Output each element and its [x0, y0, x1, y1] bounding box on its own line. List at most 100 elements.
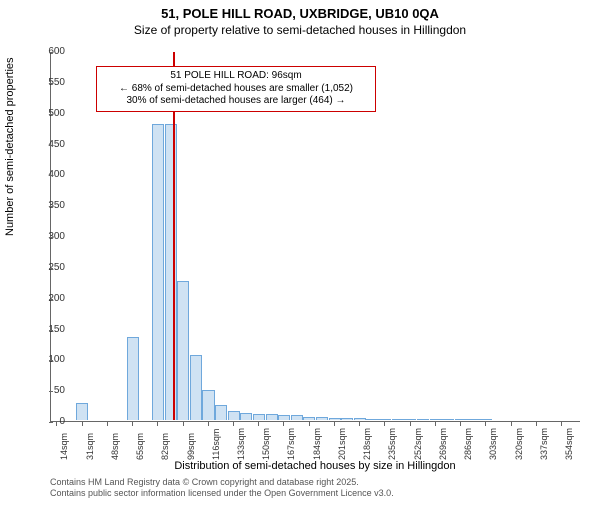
histogram-bar	[165, 124, 177, 420]
y-tick-mark	[49, 145, 53, 146]
chart-area: 51 POLE HILL ROAD: 96sqm← 68% of semi-de…	[50, 52, 580, 422]
x-tick-mark	[309, 422, 310, 426]
footer-line-1: Contains HM Land Registry data © Crown c…	[50, 477, 394, 488]
annotation-line-1: 51 POLE HILL ROAD: 96sqm	[103, 70, 369, 83]
x-axis-label: Distribution of semi-detached houses by …	[50, 460, 580, 472]
y-tick-mark	[49, 83, 53, 84]
x-tick-mark	[334, 422, 335, 426]
x-tick-label: 218sqm	[362, 428, 372, 460]
x-tick-mark	[359, 422, 360, 426]
y-tick-label: 550	[25, 77, 65, 88]
y-axis-label: Number of semi-detached properties	[4, 57, 16, 236]
y-tick-mark	[49, 299, 53, 300]
x-tick-label: 303sqm	[488, 428, 498, 460]
x-tick-label: 320sqm	[514, 428, 524, 460]
x-tick-mark	[132, 422, 133, 426]
x-tick-label: 99sqm	[186, 433, 196, 460]
histogram-bar	[215, 405, 227, 420]
histogram-bar	[379, 419, 391, 420]
histogram-bar	[366, 419, 378, 420]
x-tick-label: 337sqm	[539, 428, 549, 460]
annotation-line-2: ← 68% of semi-detached houses are smalle…	[103, 83, 369, 96]
footer-line-2: Contains public sector information licen…	[50, 488, 394, 499]
y-tick-mark	[49, 330, 53, 331]
histogram-bar	[291, 415, 303, 420]
y-tick-label: 100	[25, 354, 65, 365]
y-tick-mark	[49, 175, 53, 176]
x-tick-label: 150sqm	[261, 428, 271, 460]
x-tick-mark	[107, 422, 108, 426]
histogram-bar	[228, 411, 240, 420]
histogram-bar	[417, 419, 429, 420]
x-tick-mark	[460, 422, 461, 426]
y-tick-mark	[49, 237, 53, 238]
histogram-bar	[392, 419, 404, 420]
x-tick-label: 133sqm	[236, 428, 246, 460]
y-tick-label: 300	[25, 231, 65, 242]
y-tick-mark	[49, 391, 53, 392]
histogram-bar	[127, 337, 139, 420]
x-tick-mark	[183, 422, 184, 426]
x-tick-label: 286sqm	[463, 428, 473, 460]
x-tick-mark	[410, 422, 411, 426]
chart-title: 51, POLE HILL ROAD, UXBRIDGE, UB10 0QA	[0, 6, 600, 23]
histogram-bar	[253, 414, 265, 420]
histogram-bar	[240, 413, 252, 420]
chart-subtitle: Size of property relative to semi-detach…	[0, 23, 600, 37]
x-tick-mark	[536, 422, 537, 426]
x-tick-label: 65sqm	[135, 433, 145, 460]
y-tick-label: 400	[25, 169, 65, 180]
x-tick-label: 235sqm	[387, 428, 397, 460]
histogram-bar	[404, 419, 416, 420]
x-tick-mark	[208, 422, 209, 426]
x-tick-label: 82sqm	[160, 433, 170, 460]
y-tick-label: 500	[25, 108, 65, 119]
histogram-bar	[442, 419, 454, 420]
y-tick-label: 600	[25, 46, 65, 57]
y-tick-mark	[49, 360, 53, 361]
x-tick-label: 354sqm	[564, 428, 574, 460]
y-tick-mark	[49, 422, 53, 423]
y-tick-mark	[49, 268, 53, 269]
histogram-bar	[354, 418, 366, 420]
histogram-bar	[190, 355, 202, 420]
x-tick-mark	[511, 422, 512, 426]
histogram-bar	[480, 419, 492, 420]
x-tick-mark	[485, 422, 486, 426]
y-tick-mark	[49, 52, 53, 53]
x-tick-mark	[561, 422, 562, 426]
x-tick-label: 116sqm	[211, 429, 221, 460]
histogram-bar	[430, 419, 442, 420]
y-tick-mark	[49, 114, 53, 115]
x-tick-label: 184sqm	[312, 428, 322, 460]
y-tick-label: 450	[25, 139, 65, 150]
y-tick-label: 200	[25, 293, 65, 304]
y-tick-label: 250	[25, 262, 65, 273]
y-tick-label: 0	[25, 416, 65, 427]
histogram-bar	[278, 415, 290, 420]
footer-attribution: Contains HM Land Registry data © Crown c…	[50, 477, 394, 499]
annotation-box: 51 POLE HILL ROAD: 96sqm← 68% of semi-de…	[96, 66, 376, 112]
y-tick-label: 150	[25, 324, 65, 335]
histogram-bar	[202, 390, 214, 420]
x-tick-mark	[435, 422, 436, 426]
histogram-bar	[316, 417, 328, 420]
x-tick-mark	[258, 422, 259, 426]
x-tick-label: 252sqm	[413, 428, 423, 460]
x-tick-mark	[82, 422, 83, 426]
histogram-bar	[76, 403, 88, 420]
x-tick-mark	[233, 422, 234, 426]
plot-region: 51 POLE HILL ROAD: 96sqm← 68% of semi-de…	[50, 52, 580, 422]
histogram-bar	[303, 417, 315, 420]
y-tick-label: 50	[25, 385, 65, 396]
histogram-bar	[455, 419, 467, 420]
histogram-bar	[152, 124, 164, 420]
x-tick-mark	[384, 422, 385, 426]
x-tick-label: 48sqm	[110, 433, 120, 460]
x-tick-label: 14sqm	[59, 433, 69, 460]
x-tick-label: 167sqm	[286, 428, 296, 460]
histogram-bar	[329, 418, 341, 420]
histogram-bar	[266, 414, 278, 420]
x-tick-mark	[56, 422, 57, 426]
y-tick-label: 350	[25, 200, 65, 211]
